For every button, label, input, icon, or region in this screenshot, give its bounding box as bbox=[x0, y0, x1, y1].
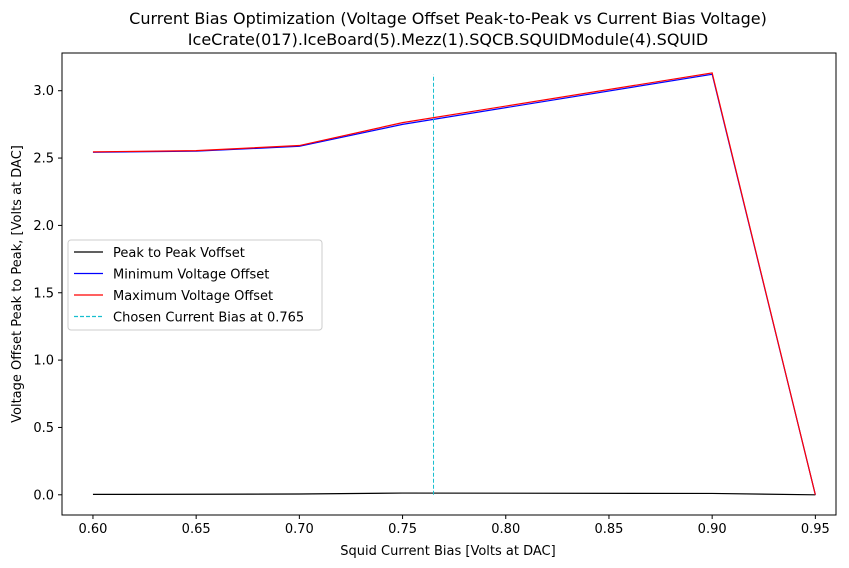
legend-label-2: Minimum Voltage Offset bbox=[113, 268, 269, 283]
y-tick-label: 1.5 bbox=[33, 286, 54, 301]
x-tick-label: 0.70 bbox=[285, 522, 314, 537]
y-tick-label: 0.0 bbox=[33, 488, 54, 503]
x-tick-label: 0.65 bbox=[182, 522, 211, 537]
y-tick-label: 0.5 bbox=[33, 421, 54, 436]
plot-area bbox=[92, 72, 816, 496]
axis-ticks: 0.60 0.65 0.70 0.75 0.80 0.85 0.90 0.95 0.0 0.5 1.… bbox=[33, 84, 830, 537]
legend-label-4: Chosen Current Bias at 0.765 bbox=[113, 311, 304, 326]
chart-subtitle: IceCrate(017).IceBoard(5).Mezz(1).SQCB.S… bbox=[188, 30, 708, 49]
series-line-1 bbox=[92, 492, 816, 496]
x-tick-label: 0.85 bbox=[594, 522, 623, 537]
x-tick-label: 0.90 bbox=[698, 522, 727, 537]
chart-title: Current Bias Optimization (Voltage Offse… bbox=[129, 9, 767, 28]
y-tick-label: 3.0 bbox=[33, 84, 54, 99]
x-tick-label: 0.60 bbox=[78, 522, 107, 537]
y-tick-label: 1.0 bbox=[33, 354, 54, 369]
series-line-3 bbox=[92, 72, 816, 495]
legend: Peak to Peak Voffset Minimum Voltage Offs… bbox=[67, 239, 323, 331]
x-tick-label: 0.95 bbox=[801, 522, 830, 537]
legend-label-3: Maximum Voltage Offset bbox=[113, 289, 273, 304]
legend-label-1: Peak to Peak Voffset bbox=[113, 246, 245, 261]
legend-box bbox=[67, 239, 323, 331]
y-axis-label: Voltage Offset Peak to Peak, [Volts at D… bbox=[10, 145, 25, 423]
x-axis-label: Squid Current Bias [Volts at DAC] bbox=[340, 544, 555, 559]
y-tick-label: 2.0 bbox=[33, 219, 54, 234]
y-tick-label: 2.5 bbox=[33, 152, 54, 167]
x-tick-label: 0.80 bbox=[491, 522, 520, 537]
x-tick-label: 0.75 bbox=[388, 522, 417, 537]
plot-frame bbox=[61, 52, 837, 516]
